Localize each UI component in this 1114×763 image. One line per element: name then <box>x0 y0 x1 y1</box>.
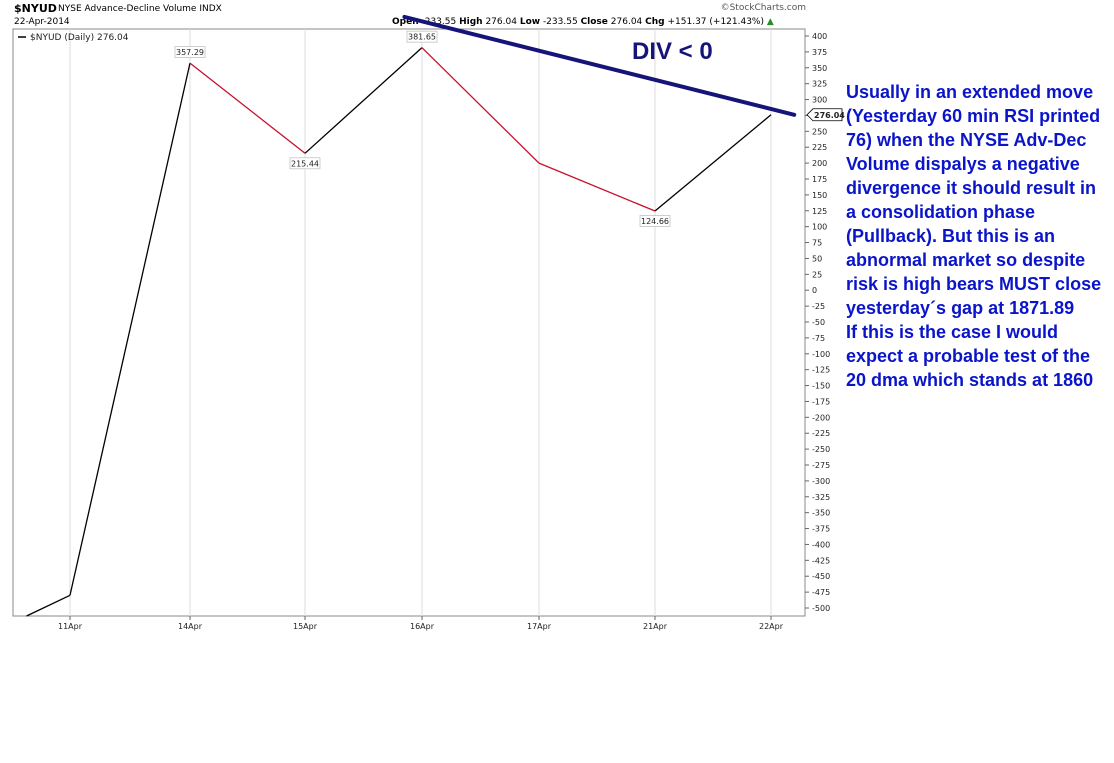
quote-bar: Open -233.55 High 276.04 Low -233.55 Clo… <box>392 17 774 27</box>
y-tick-label: 250 <box>812 127 827 136</box>
point-label-box <box>174 46 206 58</box>
high-value: 276.04 <box>485 17 517 27</box>
point-label-box <box>289 157 321 170</box>
low-value: -233.55 <box>542 17 578 27</box>
y-tick-label: -250 <box>812 445 830 454</box>
series-segment <box>654 114 772 212</box>
y-tick-label: 50 <box>812 254 822 263</box>
y-tick-label: 225 <box>812 143 827 152</box>
y-tick-label: 150 <box>812 191 827 200</box>
chart-symbol: $NYUD <box>14 2 57 15</box>
y-tick-label: 300 <box>812 96 827 105</box>
y-tick-label: -75 <box>812 334 825 343</box>
close-label: Close <box>580 17 608 27</box>
point-label-box <box>639 215 671 227</box>
y-tick-label: -425 <box>812 556 830 565</box>
y-tick-label: -150 <box>812 382 830 391</box>
y-tick-label: -225 <box>812 429 830 438</box>
y-tick-label: -325 <box>812 493 830 502</box>
commentary-text: Usually in an extended move (Yesterday 6… <box>846 82 1102 390</box>
point-label: 357.29 <box>176 48 204 57</box>
series-segment <box>189 62 306 154</box>
y-tick-label: 325 <box>812 80 827 89</box>
series-segment <box>538 162 656 212</box>
divergence-trendline <box>402 14 797 117</box>
y-tick-label: -100 <box>812 350 830 359</box>
index-tag: INDX <box>199 4 222 14</box>
y-tick-label: 100 <box>812 223 827 232</box>
point-label-box <box>406 30 438 43</box>
x-tick-label: 14Apr <box>178 622 203 631</box>
x-tick-label: 17Apr <box>527 622 552 631</box>
x-tick-label: 15Apr <box>293 622 318 631</box>
x-tick-label: 16Apr <box>410 622 435 631</box>
y-tick-label: 200 <box>812 159 827 168</box>
x-tick-label: 22Apr <box>759 622 784 631</box>
open-label: Open <box>392 17 419 27</box>
chart-date: 22-Apr-2014 <box>14 17 70 27</box>
y-tick-label: -25 <box>812 302 825 311</box>
y-tick-label: -200 <box>812 413 830 422</box>
divergence-annotation: DIV < 0 <box>632 38 713 65</box>
chg-value: +151.37 (+121.43%) <box>667 17 765 27</box>
close-value: 276.04 <box>610 17 643 27</box>
y-tick-label: -300 <box>812 477 830 486</box>
y-tick-label: 350 <box>812 64 827 73</box>
y-tick-label: -375 <box>812 525 830 534</box>
description-text: NYSE Advance-Decline Volume <box>58 4 197 14</box>
y-tick-label: -175 <box>812 397 830 406</box>
low-label: Low <box>519 17 541 27</box>
y-tick-label: 25 <box>812 270 822 279</box>
y-tick-label: -275 <box>812 461 830 470</box>
chart-description: NYSE Advance-Decline Volume INDX <box>58 4 222 14</box>
y-tick-label: 375 <box>812 48 827 57</box>
point-label: 124.66 <box>641 217 669 226</box>
high-label: High <box>459 17 483 27</box>
legend-label: $NYUD (Daily) 276.04 <box>30 33 129 43</box>
x-tick-label: 21Apr <box>643 622 668 631</box>
open-value: -233.55 <box>421 17 457 27</box>
up-arrow-icon: ▲ <box>766 17 774 27</box>
series-segment <box>304 47 423 154</box>
y-tick-label: 175 <box>812 175 827 184</box>
y-tick-label: 400 <box>812 32 827 41</box>
brand-watermark: ©StockCharts.com <box>720 3 806 13</box>
y-tick-label: -450 <box>812 572 830 581</box>
y-tick-label: 0 <box>812 286 817 295</box>
y-tick-label: -350 <box>812 509 830 518</box>
y-tick-label: -500 <box>812 604 830 613</box>
y-tick-label: -475 <box>812 588 830 597</box>
last-value-tag <box>806 108 843 122</box>
chg-label: Chg <box>645 17 665 27</box>
y-tick-label: 125 <box>812 207 827 216</box>
series-segment <box>69 63 191 596</box>
last-value-label: 276.04 <box>814 111 845 120</box>
point-label: 381.65 <box>408 33 436 42</box>
y-tick-label: -125 <box>812 366 830 375</box>
point-label: 215.44 <box>291 159 319 168</box>
x-tick-label: 11Apr <box>58 622 83 631</box>
series-segment <box>26 594 71 617</box>
y-tick-label: -50 <box>812 318 825 327</box>
y-tick-label: -400 <box>812 540 830 549</box>
y-tick-label: 75 <box>812 239 822 248</box>
series-segment <box>421 47 540 164</box>
